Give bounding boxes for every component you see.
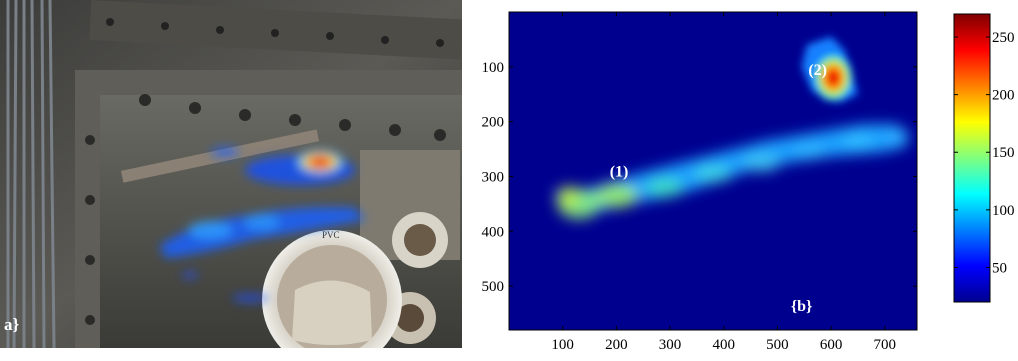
y-tick-label: 300 — [482, 169, 505, 185]
colorbar-tick-label: 100 — [992, 203, 1015, 219]
annotations: (1) (2) {b} — [610, 62, 827, 315]
x-tick-label: 400 — [712, 337, 735, 353]
x-tick-label: 200 — [605, 337, 628, 353]
heatmap-chart: 100 200 300 400 500 600 700 100 200 300 400 500 (1)… — [482, 11, 1015, 353]
photo-heat-overlay — [160, 147, 365, 302]
plot-area — [509, 12, 917, 330]
hotspot-2 — [801, 36, 858, 103]
photo-label: PVC — [322, 230, 340, 240]
x-tick-label: 300 — [659, 337, 682, 353]
axes: 100 200 300 400 500 600 700 100 200 300 400 500 — [482, 11, 918, 353]
y-tick-label: 400 — [482, 224, 505, 240]
colorbar-tick-label: 50 — [992, 260, 1007, 276]
panel-a-label: a} — [4, 315, 20, 334]
x-tick-label: 600 — [820, 337, 843, 353]
x-tick-label: 700 — [874, 337, 897, 353]
y-tick-label: 500 — [482, 279, 505, 295]
annotation-label: (1) — [610, 163, 629, 180]
x-tick-label: 500 — [766, 337, 789, 353]
annotation-label: {b} — [791, 298, 813, 315]
colorbar: 50 100 150 200 250 — [953, 13, 1015, 303]
photo-panel: PVC a} — [0, 0, 462, 348]
colorbar-tick-label: 150 — [992, 145, 1015, 161]
colorbar-gradient — [953, 13, 991, 303]
y-tick-label: 200 — [482, 115, 505, 131]
colorbar-tick-label: 200 — [992, 88, 1015, 104]
hotspot-strip — [551, 124, 909, 220]
photo-image: PVC a} — [0, 0, 462, 348]
heatmap-panel: 100 200 300 400 500 600 700 100 200 300 400 500 (1)… — [462, 0, 1018, 356]
plot-frame — [508, 11, 918, 331]
x-tick-label: 100 — [551, 337, 574, 353]
y-tick-label: 100 — [482, 60, 505, 76]
cables — [6, 0, 56, 348]
colorbar-tick-label: 250 — [992, 30, 1015, 46]
annotation-label: (2) — [808, 62, 827, 79]
